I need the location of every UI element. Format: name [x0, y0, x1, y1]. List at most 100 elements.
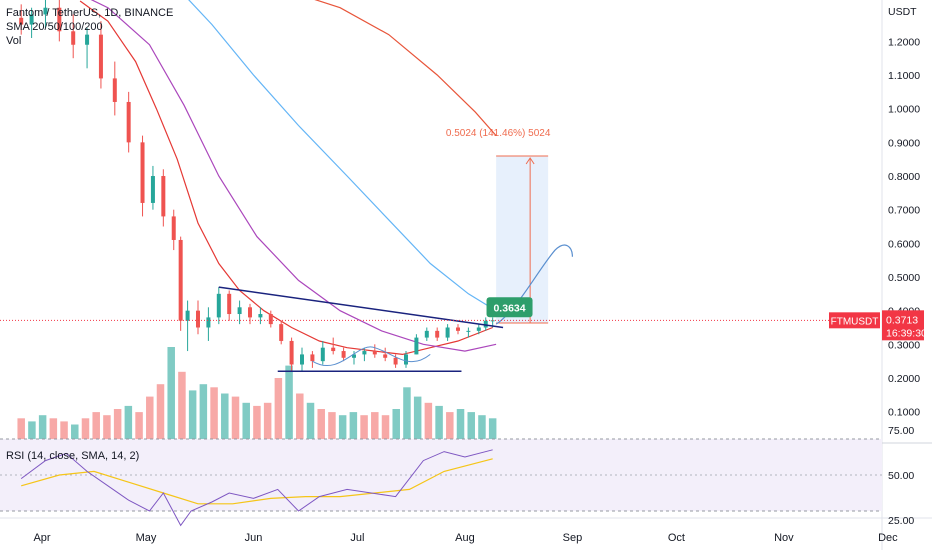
rsi-sma-line: [21, 458, 493, 505]
candle-body: [362, 351, 367, 355]
volume-bar: [17, 418, 25, 440]
time-axis-label: May: [136, 532, 157, 544]
volume-bar: [274, 378, 283, 440]
candle-body: [393, 357, 398, 365]
candle-body: [248, 307, 252, 318]
sma-line-sma200: [314, 0, 497, 136]
sma-line-sma20: [79, 0, 493, 356]
candle-body: [185, 310, 190, 321]
volume-bar: [306, 402, 315, 440]
rsi-tick-label: 75.00: [888, 425, 914, 437]
price-tick-label: 1.1000: [888, 70, 920, 82]
volume-bar: [242, 402, 250, 440]
candle-body: [445, 327, 450, 338]
volume-bar: [296, 393, 304, 440]
volume-bar: [210, 387, 218, 440]
sma-line-sma100: [188, 0, 497, 312]
volume-bar: [38, 415, 47, 440]
candle-body: [19, 17, 24, 25]
volume-bar: [199, 384, 208, 440]
candle-body: [310, 354, 315, 362]
volume-bar: [146, 396, 154, 440]
rsi-indicator-label[interactable]: RSI (14, close, SMA, 14, 2): [6, 450, 140, 462]
price-tick-label: 0.7000: [888, 205, 920, 217]
price-tick-label: 0.3000: [888, 339, 920, 351]
candle-body: [372, 351, 377, 355]
candle-body: [383, 354, 388, 358]
volume-bar: [467, 412, 475, 440]
candle-body: [424, 330, 429, 338]
volume-indicator-label[interactable]: Vol: [6, 35, 22, 47]
descending-trendline: [218, 286, 504, 329]
price-tick-label: 0.6000: [888, 238, 920, 250]
volume-bar: [71, 424, 79, 440]
volume-bar: [103, 415, 111, 440]
candle-body: [206, 317, 211, 328]
price-tick-label: 1.0000: [888, 104, 920, 116]
rsi-tick-label: 25.00: [888, 515, 914, 527]
symbol-tag[interactable]: [829, 312, 880, 329]
price-tick-label: 0.8000: [888, 171, 920, 183]
price-axis-unit: USDT: [888, 6, 917, 18]
volume-bar: [221, 393, 229, 440]
volume-bar: [456, 409, 465, 440]
volume-bar: [167, 347, 175, 440]
candle-body: [29, 14, 34, 25]
volume-bar: [488, 418, 497, 440]
volume-bars: [17, 347, 497, 440]
candle-body: [300, 354, 304, 365]
time-axis-label: Apr: [33, 532, 50, 544]
candles: [19, 0, 495, 372]
candle-body: [71, 31, 76, 45]
candle-body: [279, 324, 284, 341]
candle-body: [289, 340, 294, 365]
rsi-line: [20, 449, 493, 527]
candle-body: [320, 347, 325, 362]
volume-bar: [231, 396, 240, 440]
candle-body: [140, 142, 145, 203]
volume-bar: [371, 412, 379, 440]
volume-bar: [349, 412, 358, 440]
volume-bar: [92, 412, 100, 440]
time-axis-label: Jun: [245, 532, 263, 544]
time-axis-label: Nov: [774, 532, 794, 544]
candle-body: [268, 314, 273, 325]
candle-body: [456, 327, 460, 331]
volume-bar: [253, 405, 261, 440]
price-tick-label: 0.1000: [888, 407, 920, 419]
candle-body: [98, 34, 103, 79]
candle-body: [331, 347, 336, 352]
candle-body: [258, 314, 263, 318]
volume-bar: [317, 409, 325, 440]
candle-body: [196, 310, 200, 328]
time-axis-label: Jul: [350, 532, 364, 544]
symbol-tag-label: FTMUSDT: [831, 316, 879, 327]
last-price-tag: [882, 310, 924, 341]
price-tick-label: 0.9000: [888, 137, 920, 149]
time-axis-label: Oct: [668, 532, 685, 544]
volume-bar: [424, 402, 433, 440]
sma-indicator-label[interactable]: SMA 20/50/100/200: [6, 21, 103, 33]
volume-bar: [328, 412, 336, 440]
price-tick-label: 0.5000: [888, 272, 920, 284]
volume-bar: [60, 421, 68, 440]
candle-countdown: 16:39:30: [886, 327, 927, 339]
volume-bar: [188, 390, 197, 440]
target-label: 0.5024 (141.46%) 5024: [446, 128, 551, 139]
volume-bar: [135, 412, 143, 440]
volume-bar: [403, 387, 411, 440]
candle-body: [476, 327, 481, 331]
time-axis-label: Aug: [455, 532, 475, 544]
volume-bar: [381, 415, 390, 440]
volume-bar: [478, 415, 486, 440]
volume-bar: [285, 365, 293, 440]
entry-price-label: 0.3634: [493, 302, 525, 314]
symbol-title[interactable]: Fantom / TetherUS, 1D, BINANCE: [6, 7, 174, 19]
candle-body: [227, 293, 232, 315]
price-tick-label: 1.2000: [888, 36, 920, 48]
candle-body: [483, 320, 488, 328]
last-price-value: 0.3713: [886, 314, 918, 326]
candle-body: [341, 351, 346, 358]
